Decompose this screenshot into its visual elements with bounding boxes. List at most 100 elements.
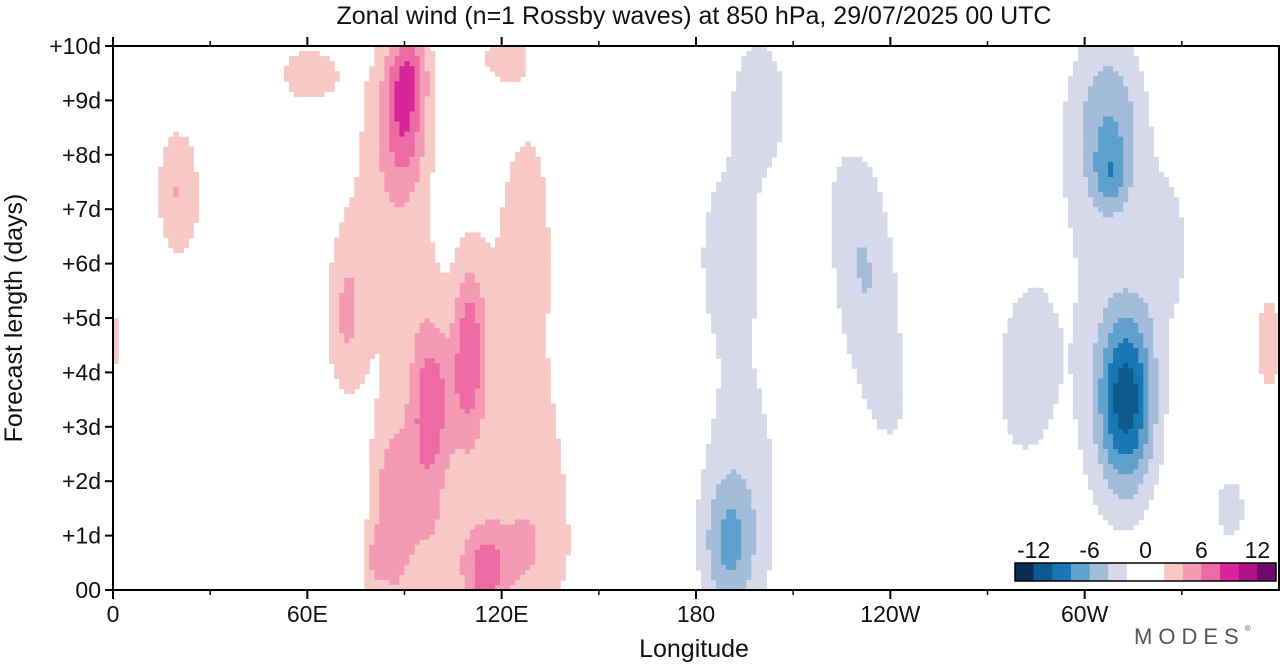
contour-cell <box>369 499 380 505</box>
contour-cell <box>751 559 772 566</box>
contour-cell <box>731 121 783 128</box>
contour-cell <box>424 151 436 158</box>
contour-cell <box>701 469 732 475</box>
contour-cell <box>454 247 551 254</box>
contour-cell <box>1123 156 1134 163</box>
contour-cell <box>1143 368 1149 375</box>
contour-cell <box>1007 418 1049 425</box>
contour-cell <box>419 454 436 460</box>
contour-cell <box>339 307 355 314</box>
contour-cell <box>716 182 762 188</box>
contour-cell <box>329 277 345 284</box>
contour-cell <box>841 323 898 329</box>
contour-cell <box>329 353 375 359</box>
contour-cell <box>706 454 772 460</box>
contour-cell <box>419 428 441 435</box>
contour-cell <box>484 297 551 304</box>
contour-cell <box>283 76 340 82</box>
contour-cell <box>1103 307 1149 314</box>
contour-cell <box>1103 474 1144 480</box>
contour-cell <box>424 126 436 133</box>
contour-cell <box>876 418 898 425</box>
contour-cell <box>419 383 446 390</box>
contour-cell <box>459 292 481 299</box>
contour-cell <box>530 564 566 571</box>
contour-cell <box>1118 448 1134 455</box>
contour-cell <box>364 559 370 566</box>
contour-cell <box>1118 368 1134 375</box>
contour-cell <box>384 459 421 465</box>
contour-cell <box>1118 418 1134 425</box>
contour-cell <box>706 227 757 233</box>
contour-cell <box>510 161 541 168</box>
contour-cell <box>459 343 481 349</box>
contour-cell <box>1027 287 1044 294</box>
contour-cell <box>419 76 431 82</box>
contour-cell <box>1067 358 1094 364</box>
contour-cell <box>856 257 868 264</box>
contour-cell <box>1133 156 1159 163</box>
contour-cell <box>439 438 476 445</box>
contour-cell <box>726 564 737 571</box>
contour-cell <box>1093 156 1124 163</box>
contour-cell <box>1012 433 1044 440</box>
contour-cell <box>479 378 486 385</box>
contour-cell <box>394 81 416 87</box>
contour-cell <box>479 323 486 329</box>
contour-cell <box>1103 363 1109 369</box>
contour-cell <box>364 569 375 576</box>
contour-cell <box>424 116 436 123</box>
contour-cell <box>464 584 476 591</box>
contour-cell <box>444 413 486 420</box>
contour-cell <box>831 187 878 193</box>
contour-cell <box>459 287 481 294</box>
contour-cell <box>1148 413 1159 420</box>
contour-cell <box>1258 338 1280 344</box>
contour-cell <box>464 448 471 455</box>
contour-cell <box>479 358 486 364</box>
contour-cell <box>1103 413 1109 420</box>
contour-cell <box>711 564 727 571</box>
contour-cell <box>1263 307 1275 314</box>
contour-cell <box>1143 413 1149 420</box>
contour-cell <box>741 474 772 480</box>
contour-cell <box>836 272 858 279</box>
contour-cell <box>484 328 546 334</box>
contour-cell <box>1108 388 1114 395</box>
contour-cell <box>1153 454 1164 460</box>
contour-cell <box>721 358 752 364</box>
contour-cell <box>354 187 385 193</box>
contour-cell <box>1148 307 1175 314</box>
contour-cell <box>701 489 717 495</box>
contour-cell <box>1218 519 1240 526</box>
contour-cell <box>836 267 858 274</box>
contour-cell <box>706 464 772 470</box>
contour-cell <box>1148 363 1159 369</box>
contour-cell <box>484 403 556 410</box>
contour-cell <box>464 312 476 319</box>
contour-cell <box>1143 408 1149 415</box>
y-tick-label: +7d <box>62 196 101 222</box>
contour-cell <box>1002 388 1059 395</box>
contour-cell <box>379 393 411 400</box>
contour-cell <box>424 363 441 369</box>
contour-cell <box>721 539 742 546</box>
contour-cell <box>706 297 757 304</box>
contour-cell <box>474 569 501 576</box>
contour-cell <box>711 312 757 319</box>
contour-cell <box>756 509 772 516</box>
contour-cell <box>454 307 466 314</box>
contour-cell <box>344 212 431 218</box>
contour-cell <box>831 232 888 239</box>
contour-cell <box>711 328 752 334</box>
contour-cell <box>469 448 561 455</box>
contour-cell <box>1113 328 1139 334</box>
contour-cell <box>499 212 546 218</box>
contour-cell <box>696 529 707 536</box>
contour-cell <box>474 277 551 284</box>
contour-cell <box>1148 408 1159 415</box>
contour-cell <box>409 393 421 400</box>
contour-cell <box>1098 403 1109 410</box>
contour-cell <box>711 423 767 430</box>
contour-cell <box>339 328 355 334</box>
